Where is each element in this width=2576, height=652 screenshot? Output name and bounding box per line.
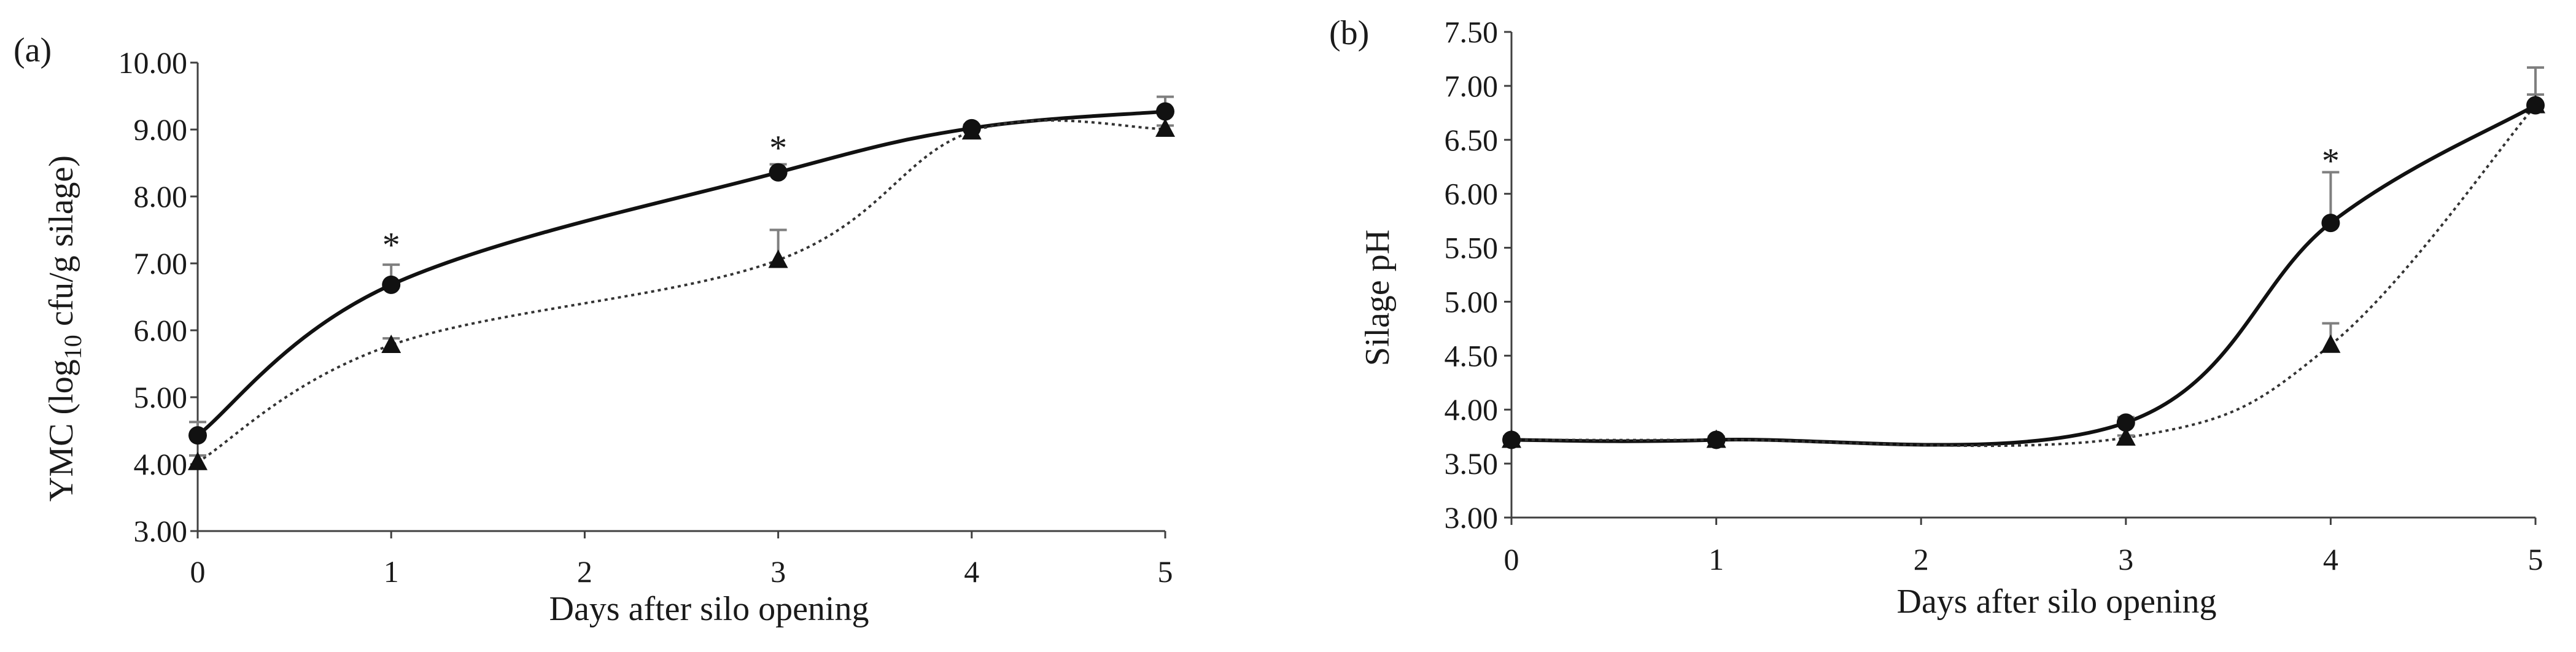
x-tick-label-b-4: 4 <box>2323 542 2338 576</box>
x-tick-label-a-4: 4 <box>964 554 979 589</box>
y-tick-label-a-7: 10.00 <box>118 45 188 80</box>
plot-area-b: * <box>1502 66 2545 449</box>
panel-label-a: (a) <box>14 31 52 69</box>
y-tick-label-a-4: 7.00 <box>134 246 188 281</box>
y-tick-label-b-3: 4.50 <box>1445 338 1499 373</box>
y-tick-label-b-9: 7.50 <box>1445 15 1499 49</box>
y-tick-label-b-7: 6.50 <box>1445 123 1499 157</box>
y-tick-label-b-0: 3.00 <box>1445 500 1499 535</box>
data-point-b-1-3 <box>2321 334 2341 353</box>
series-line-a-1 <box>196 119 1166 464</box>
x-tick-label-a-1: 1 <box>384 554 399 589</box>
data-point-b-1-4 <box>2526 95 2545 114</box>
data-point-a-0-1 <box>382 275 401 294</box>
panel-label-b: (b) <box>1329 14 1369 52</box>
y-tick-label-b-2: 4.00 <box>1445 392 1499 427</box>
x-axis-b: 0 1 2 3 4 5 <box>1504 518 2543 576</box>
significance-marker-b-0: * <box>2322 141 2340 180</box>
y-tick-label-a-5: 8.00 <box>134 179 188 214</box>
data-point-b-1-1 <box>1706 429 1726 448</box>
chart-panel-b: (b) 3.00 3.50 4.00 4.50 5.00 5.50 6.00 6.50 7.00… <box>1329 14 2545 621</box>
data-point-a-1-1 <box>381 334 402 353</box>
y-axis-title-b: Silage pH <box>1359 230 1397 366</box>
series-line-b-1 <box>1511 104 2537 448</box>
x-tick-label-b-0: 0 <box>1504 542 1519 576</box>
x-tick-label-b-1: 1 <box>1709 542 1724 576</box>
series-line-b-0 <box>1511 103 2537 447</box>
y-tick-label-a-0: 3.00 <box>134 514 188 548</box>
series-line-a-0 <box>196 109 1166 437</box>
x-axis-title-a: Days after silo opening <box>549 590 869 628</box>
y-tick-label-a-2: 5.00 <box>134 380 188 414</box>
y-tick-label-b-5: 5.50 <box>1445 231 1499 265</box>
x-axis-a: 0 1 2 3 4 5 <box>190 531 1173 589</box>
x-tick-label-b-5: 5 <box>2528 542 2543 576</box>
y-axis-title-a-main: YMC (log <box>42 359 80 502</box>
data-point-b-1-0 <box>1502 429 1521 448</box>
data-point-b-0-3 <box>2321 214 2340 233</box>
data-point-a-1-4 <box>1155 118 1175 137</box>
y-axis-a: 3.00 4.00 5.00 6.00 7.00 8.00 9.00 10.00 <box>118 45 198 548</box>
y-tick-label-a-1: 4.00 <box>134 447 188 481</box>
y-tick-label-a-6: 9.00 <box>134 112 188 147</box>
y-axis-b: 3.00 3.50 4.00 4.50 5.00 5.50 6.00 6.50 7.00 7.50 <box>1445 15 1511 535</box>
y-axis-title-a-rest: cfu/g silage) <box>42 155 80 335</box>
plot-area-a: ** <box>188 95 1175 470</box>
chart-panel-a: (a) 3.00 4.00 5.00 6.00 7.00 8.00 9.00 10.00 0 1… <box>14 31 1175 628</box>
data-point-b-0-2 <box>2116 413 2135 432</box>
significance-marker-a-0: * <box>382 225 400 265</box>
data-point-a-1-0 <box>188 451 208 470</box>
x-axis-title-b: Days after silo opening <box>1897 583 2217 621</box>
y-tick-label-a-3: 6.00 <box>134 313 188 347</box>
data-point-a-0-2 <box>769 163 788 182</box>
y-axis-title-a-sub: 10 <box>59 335 87 359</box>
data-point-b-1-2 <box>2116 427 2136 446</box>
data-point-a-1-2 <box>768 249 788 268</box>
y-tick-label-b-8: 7.00 <box>1445 69 1499 103</box>
data-point-a-0-4 <box>1156 102 1174 121</box>
x-tick-label-a-5: 5 <box>1158 554 1173 589</box>
y-tick-label-b-1: 3.50 <box>1445 446 1499 481</box>
x-tick-label-a-2: 2 <box>577 554 592 589</box>
x-tick-label-a-0: 0 <box>190 554 206 589</box>
x-tick-label-b-2: 2 <box>1914 542 1929 576</box>
data-point-a-1-3 <box>961 121 982 140</box>
x-tick-label-b-3: 3 <box>2118 542 2133 576</box>
x-tick-label-a-3: 3 <box>770 554 786 589</box>
y-axis-title-a: YMC (log10 cfu/g silage) <box>42 155 87 502</box>
data-point-a-0-0 <box>188 426 207 445</box>
significance-marker-a-1: * <box>769 128 787 168</box>
y-tick-label-b-6: 6.00 <box>1445 177 1499 211</box>
y-tick-label-b-4: 5.00 <box>1445 284 1499 319</box>
